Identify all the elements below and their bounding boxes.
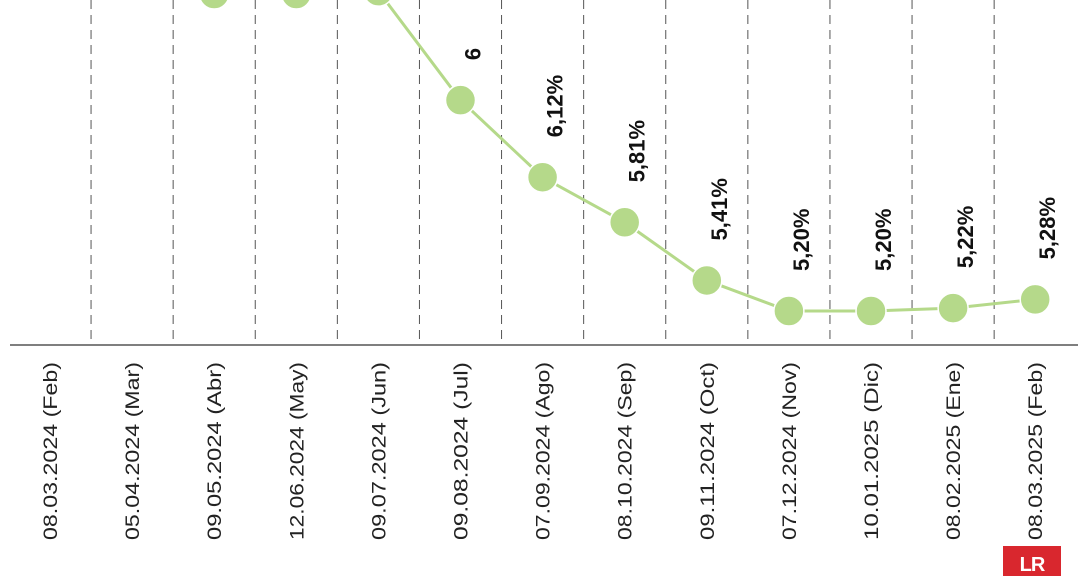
data-point (1019, 283, 1051, 316)
value-label: 5,20% (871, 209, 896, 271)
data-point (608, 206, 641, 239)
value-label: 6 (461, 48, 486, 60)
x-tick-label: 08.03.2025 (Feb) (1026, 362, 1047, 540)
x-tick-label: 10.01.2025 (Dic) (862, 362, 883, 540)
x-tick-label: 07.09.2024 (Ago) (534, 362, 555, 540)
value-label: 5,28% (1035, 197, 1060, 259)
data-point (365, 0, 392, 7)
data-point (199, 0, 229, 10)
x-tick-label: 12.06.2024 (May) (287, 362, 308, 540)
value-label: 5,20% (789, 209, 814, 271)
data-point (937, 292, 969, 324)
data-point (281, 0, 311, 10)
data-point (691, 264, 723, 297)
x-tick-label: 09.08.2024 (Jul) (452, 362, 473, 540)
data-point (855, 295, 887, 327)
brand-logo: LR (1003, 546, 1061, 576)
x-tick-labels: 08.03.2024 (Feb) 05.04.2024 (Mar) 09.05.20… (41, 362, 1047, 540)
data-point (526, 161, 559, 193)
x-tick-label: 08.10.2024 (Sep) (616, 362, 637, 540)
data-point (773, 295, 805, 327)
x-tick-label: 08.03.2024 (Feb) (41, 362, 62, 540)
x-tick-label: 09.05.2024 (Abr) (205, 362, 226, 540)
gridlines (90, 0, 995, 345)
data-points (199, 0, 1051, 327)
value-label: 6,12% (543, 75, 568, 137)
x-tick-label: 08.02.2025 (Ene) (944, 362, 965, 540)
x-tick-label: 05.04.2024 (Mar) (123, 362, 144, 540)
value-label: 5,41% (707, 178, 732, 240)
line-chart: 6 6,12% 5,81% 5,41% 5,20% 5,20% 5,22% 5,28% 08.… (10, 0, 1078, 540)
data-point (444, 84, 477, 116)
x-tick-label: 09.11.2024 (Oct) (698, 362, 719, 540)
x-tick-label: 09.07.2024 (Jun) (369, 362, 390, 540)
x-tick-label: 07.12.2024 (Nov) (780, 362, 801, 540)
value-label: 5,81% (625, 120, 650, 182)
value-label: 5,22% (953, 206, 978, 268)
value-labels: 6 6,12% 5,81% 5,41% 5,20% 5,20% 5,22% 5,28% (461, 48, 1061, 271)
